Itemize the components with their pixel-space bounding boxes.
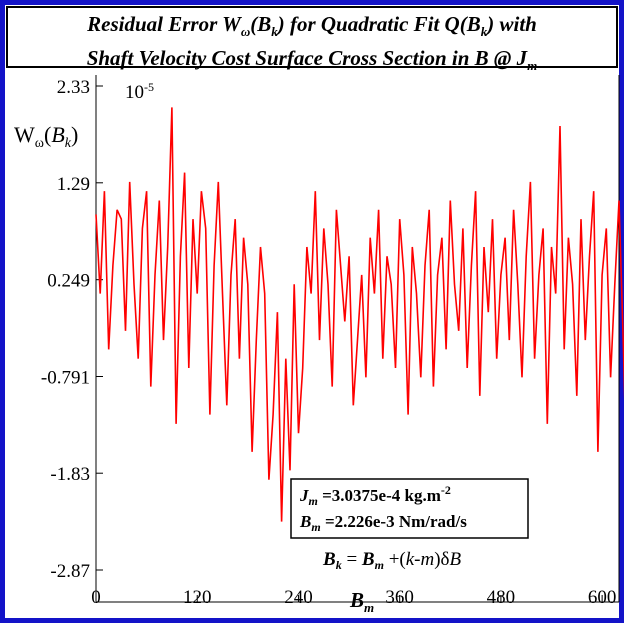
x-tick-label: 480 [487,587,516,608]
x-tick-label: 600 [588,587,617,608]
x-tick-label: 360 [385,587,414,608]
y-tick-label: -2.87 [50,561,90,582]
info-box: Jm =3.0375e-4 kg.m-2 Bm =2.226e-3 Nm/rad… [290,478,529,539]
bm-annotation: Bm =2.226e-3 Nm/rad/s [299,512,467,534]
bk-annotation: Bk = Bm +(k-m)δB [322,549,462,572]
y-tick-label: 2.33 [57,77,90,98]
series-line [95,107,624,522]
y-tick-label: -0.791 [41,367,90,388]
chart-title-line-1: Residual Error Wω(Bk) for Quadratic Fit … [87,12,537,40]
x-tick-label: 240 [284,587,313,608]
axes [95,75,620,603]
x-tick-label: 0 [91,587,101,608]
jm-annotation: Jm =3.0375e-4 kg.m-2 [299,483,451,508]
y-tick-label: 1.29 [57,174,90,195]
chart-title-line-2: Shaft Velocity Cost Surface Cross Sectio… [86,46,538,74]
x-axis-label: Bm [349,588,374,615]
series-layer [95,107,624,522]
y-tick-label: 0.249 [47,271,90,292]
ticks: 2.33 1.29 0.249 -0.791 -1.83 -2.870 120 240 360 4… [41,77,616,608]
y-tick-label: -1.83 [50,464,90,485]
info-box-border [290,478,529,539]
chart-title: Residual Error Wω(Bk) for Quadratic Fit … [6,6,618,73]
y-multiplier-label: 10-5 [125,80,154,103]
y-axis-label: Wω(Bk) [14,122,78,151]
x-tick-label: 120 [183,587,212,608]
